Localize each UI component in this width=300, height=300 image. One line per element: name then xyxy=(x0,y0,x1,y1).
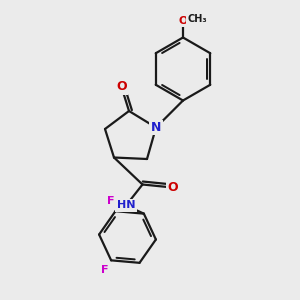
Text: N: N xyxy=(151,121,161,134)
Text: HN: HN xyxy=(117,200,135,211)
Text: O: O xyxy=(178,16,188,26)
Text: F: F xyxy=(107,196,114,206)
Text: CH₃: CH₃ xyxy=(188,14,207,25)
Text: F: F xyxy=(101,265,108,275)
Text: O: O xyxy=(167,181,178,194)
Text: O: O xyxy=(116,80,127,94)
